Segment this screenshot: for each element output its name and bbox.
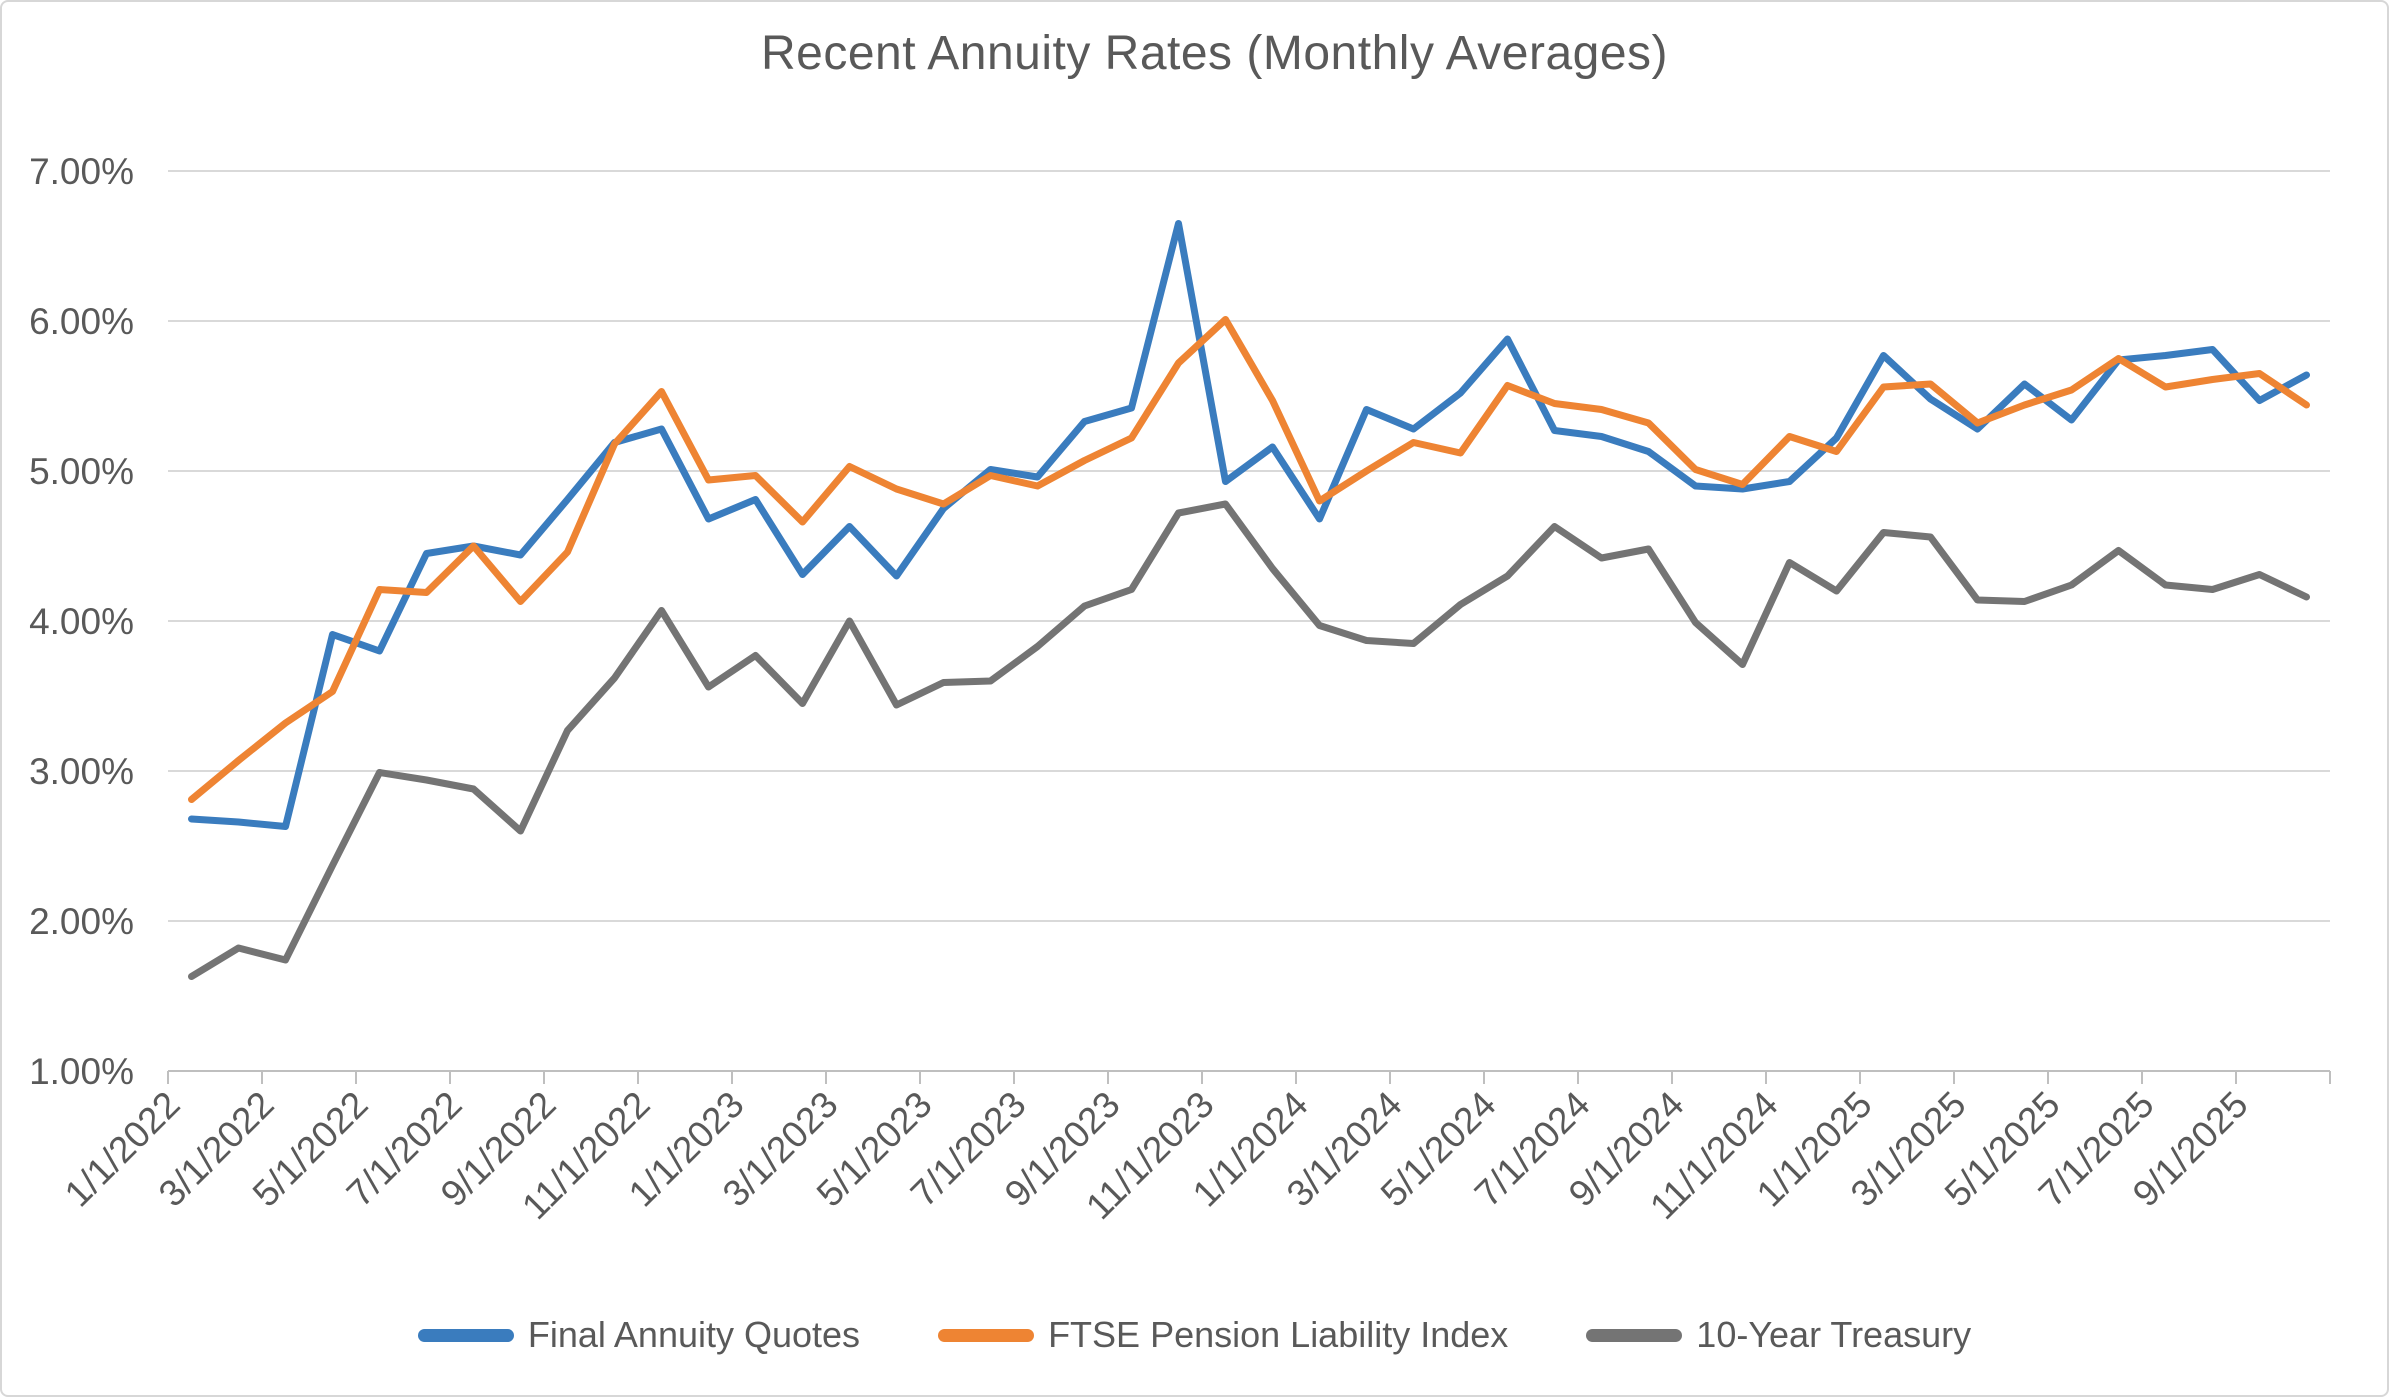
- legend-label-ftse-pension-liability-index: FTSE Pension Liability Index: [1048, 1314, 1509, 1355]
- legend-swatch-ftse-pension-liability-index: [938, 1328, 1035, 1342]
- legend-item-10-year-treasury: 10-Year Treasury: [1586, 1314, 1971, 1356]
- legend-item-ftse-pension-liability-index: FTSE Pension Liability Index: [938, 1314, 1508, 1356]
- legend-swatch-final-annuity-quotes: [417, 1328, 514, 1342]
- legend-item-final-annuity-quotes: Final Annuity Quotes: [417, 1314, 861, 1356]
- y-axis-label: 7.00%: [29, 151, 134, 192]
- y-axis-label: 1.00%: [29, 1051, 134, 1092]
- legend: Final Annuity Quotes FTSE Pension Liabil…: [0, 1314, 2389, 1356]
- chart-title: Recent Annuity Rates (Monthly Averages): [760, 27, 1669, 80]
- y-axis-label: 4.00%: [29, 601, 134, 642]
- series-line: [188, 316, 2310, 803]
- y-axis-label: 6.00%: [29, 301, 134, 342]
- y-axis-label: 5.00%: [29, 451, 134, 492]
- y-axis-label: 2.00%: [29, 901, 134, 942]
- legend-swatch-10-year-treasury: [1586, 1328, 1683, 1342]
- y-axis-label: 3.00%: [29, 751, 134, 792]
- legend-label-10-year-treasury: 10-Year Treasury: [1696, 1314, 1972, 1355]
- series-line: [188, 220, 2310, 830]
- legend-label-final-annuity-quotes: Final Annuity Quotes: [527, 1314, 861, 1355]
- series-line: [188, 500, 2310, 980]
